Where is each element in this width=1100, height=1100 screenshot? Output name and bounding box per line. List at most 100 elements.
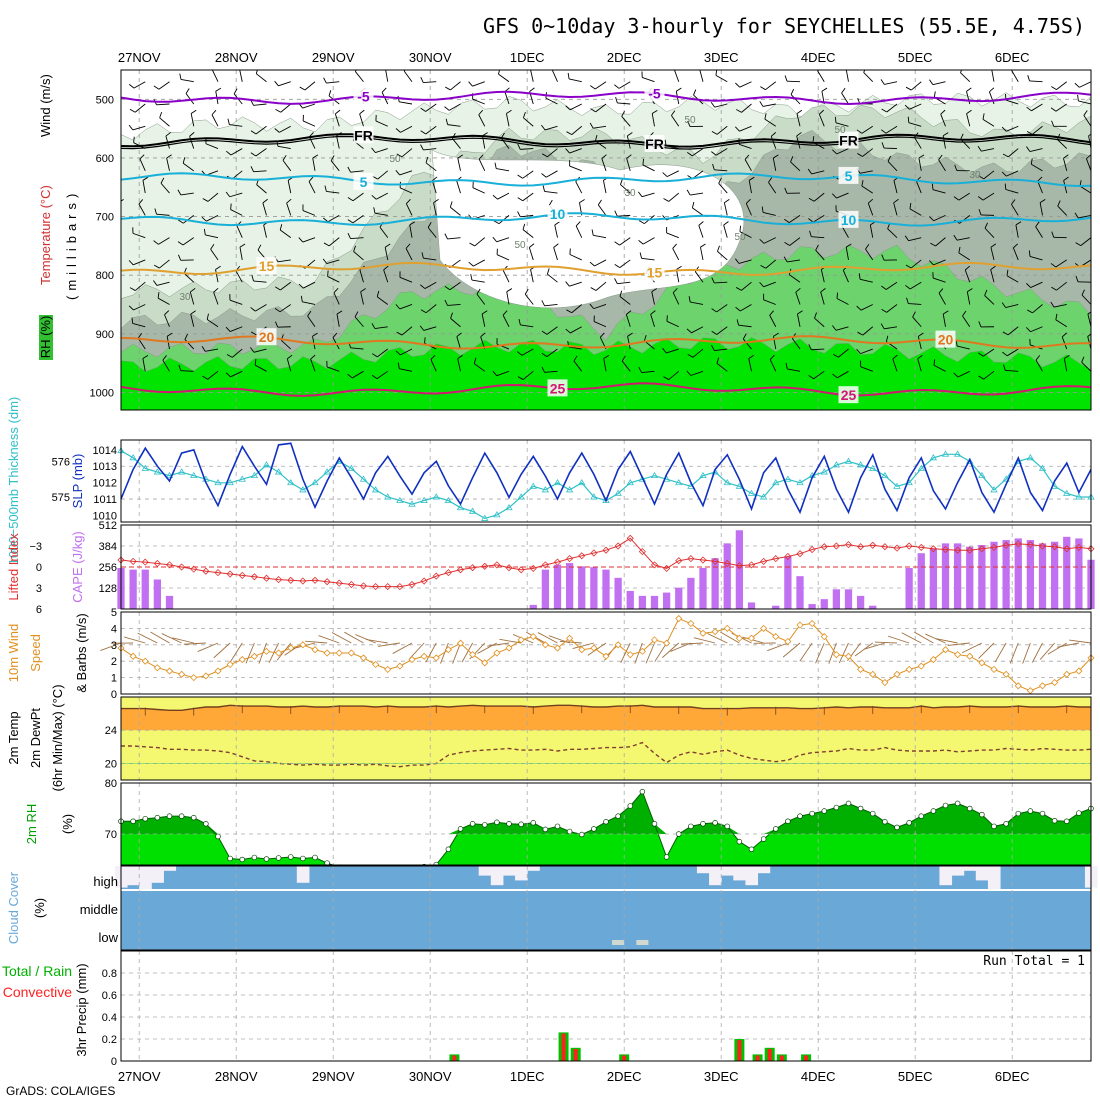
wind-barb-flag <box>770 132 777 137</box>
wind-barb-flag <box>419 284 426 289</box>
wind-barb-staff <box>836 192 849 199</box>
upper-air-frame <box>120 69 1092 411</box>
thickness-marker <box>384 493 392 500</box>
wind-barb-flag <box>909 202 912 209</box>
wind-barb-staff <box>546 326 558 335</box>
rh2m-tick-label: 70 <box>105 829 117 841</box>
wind-barb-staff <box>307 315 316 328</box>
wind-barb-staff <box>355 71 364 83</box>
wind10-speed-marker <box>384 665 392 673</box>
wind-barb-staff <box>1081 361 1091 372</box>
wind-barb-flag <box>517 174 523 179</box>
wind-barb-flag <box>425 156 429 163</box>
thickness-marker <box>565 486 574 493</box>
wind-barb-flag <box>881 108 888 113</box>
wind-barb-flag <box>110 247 111 253</box>
precip-ylabel: 3hr Precip (mm) <box>74 963 89 1056</box>
lifted-index-marker <box>372 583 380 591</box>
lifted-index-marker <box>1026 541 1034 549</box>
wind-barb-staff <box>524 293 534 305</box>
isotherm-label-bg <box>644 263 665 281</box>
wind-barb-flag <box>590 85 596 90</box>
wind10-barb <box>355 634 376 644</box>
thickness-marker <box>1026 454 1035 461</box>
lifted-index-marker <box>275 576 283 584</box>
lifted-index-marker <box>917 543 925 551</box>
wind-barb-flag <box>409 221 416 226</box>
wind-barb-flag <box>139 154 145 160</box>
wind-barb-staff <box>716 304 728 313</box>
lifted-index-marker <box>590 549 598 557</box>
wind-barb-staff <box>352 370 364 379</box>
rh2m-marker <box>300 855 306 862</box>
wind10-speed-marker <box>359 654 368 662</box>
lifted-index-marker <box>905 542 913 550</box>
wind-barb-flag <box>856 305 862 311</box>
wind10-speed-marker <box>675 614 683 623</box>
wind-barb-staff <box>471 279 485 283</box>
wind10-speed-marker <box>760 624 768 632</box>
rh2m-marker <box>288 854 294 860</box>
wind-barb-flag <box>541 153 548 158</box>
wind-barb-flag <box>333 288 339 293</box>
wind-barb-staff <box>621 116 631 127</box>
wind10-barb <box>888 635 910 644</box>
wind-barb-staff <box>157 297 170 305</box>
isotherm-label: -5 <box>357 88 370 104</box>
wind-barb-staff <box>739 81 752 88</box>
cape-bar <box>578 566 586 609</box>
wind-barb-flag <box>1006 269 1009 276</box>
wind-barb-staff <box>189 136 195 149</box>
wind-barb-flag <box>133 136 135 143</box>
wind-barb-staff <box>912 316 922 328</box>
wind-barb-flag <box>529 87 535 92</box>
rh2m-marker <box>991 823 997 830</box>
cloud-ylabel: Cloud Cover <box>6 871 21 944</box>
wind-barb-staff <box>377 170 389 180</box>
cape-ylabel-part: CAPE (J/kg) <box>70 531 85 603</box>
wind10-ylabel-b-part: Speed <box>28 634 43 672</box>
rh2m-marker <box>869 810 876 817</box>
wind-barb-flag <box>808 218 814 223</box>
thickness-marker <box>844 457 853 464</box>
wind-barb-staff <box>886 103 898 113</box>
wind-barb-staff <box>817 70 825 82</box>
isotherm-label-bg <box>353 87 374 105</box>
isotherm-label-bg <box>838 386 859 404</box>
wind-barb-flag <box>638 239 644 245</box>
wind-barb-staff <box>745 203 752 216</box>
wind-barb-flag <box>137 332 143 339</box>
thickness-marker <box>929 454 938 461</box>
wind-barb-flag <box>476 288 481 295</box>
wind-barb-flag <box>450 312 453 319</box>
rh-legend-swatch <box>39 315 53 360</box>
wind-barb-flag <box>522 111 526 118</box>
wind10-barb <box>392 642 413 654</box>
wind-barb-flag <box>1002 153 1009 158</box>
wind-barb-staff <box>133 259 146 266</box>
wind-barb-flag <box>106 343 108 349</box>
wind-barb-flag <box>795 287 801 293</box>
wind-barb-staff <box>763 237 776 244</box>
wind-barb-flag <box>614 84 620 89</box>
wind-barb-staff <box>691 148 704 157</box>
wind-barb-flag <box>904 235 909 241</box>
lifted-index-marker <box>190 565 198 573</box>
wind-barb-flag <box>966 109 972 115</box>
cloud-level-label-high: high <box>93 874 118 889</box>
wind-barb-flag <box>166 332 173 337</box>
wind-barb-flag <box>330 155 335 161</box>
isotherm-label-bg <box>935 330 956 348</box>
wind-barb-flag <box>420 130 427 135</box>
wind-barb-staff <box>957 370 970 378</box>
wind-barb-flag <box>1039 199 1046 203</box>
wind-barb-staff <box>569 165 582 172</box>
wind-barb-staff <box>544 191 558 194</box>
wind10-speed-marker <box>469 651 477 659</box>
thickness-marker <box>941 450 950 457</box>
wind-barb-flag <box>773 154 779 159</box>
wind-barb-staff <box>815 249 825 261</box>
rh-contour-label: 50 <box>684 115 696 126</box>
lifted-index-marker <box>153 559 161 568</box>
wind-barb-flag <box>815 244 819 251</box>
